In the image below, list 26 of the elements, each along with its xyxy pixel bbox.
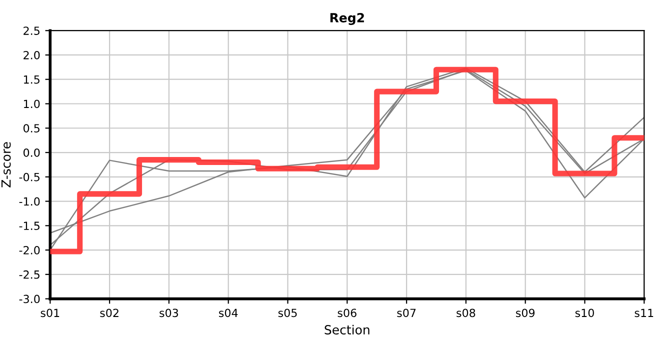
x-axis-title: Section [324,324,370,335]
y-tick-label: -2.0 [19,246,40,254]
y-tick-label: -3.0 [19,294,40,304]
y-tick-label: 0.5 [24,124,40,133]
y-tick-label: 2.0 [24,50,40,60]
y-tick-label: 1.0 [24,100,40,108]
y-tick-label: 1.5 [24,75,40,84]
y-tick-label: -2.5 [19,270,40,279]
x-tick-label: s05 [278,308,297,318]
x-tick-label: s06 [338,308,356,318]
x-tick-label: s01 [40,308,60,318]
y-tick-label: -1.5 [19,222,40,230]
y-axis-title: Z-score [1,142,11,188]
y-tick-label: 2.5 [24,26,40,35]
chart-title: Reg2 [330,12,364,25]
x-tick-label: s10 [575,308,594,318]
x-tick-label: s11 [634,308,654,318]
x-tick-label: s04 [219,308,238,318]
x-tick-label: s09 [516,308,535,318]
y-tick-label: -0.5 [19,172,40,182]
x-tick-label: s07 [397,308,416,318]
x-tick-label: s02 [100,308,118,318]
x-tick-label: s03 [160,308,178,318]
y-tick-label: -1.0 [19,197,40,206]
y-tick-label: 0.0 [24,148,40,157]
x-tick-label: s08 [456,308,476,318]
